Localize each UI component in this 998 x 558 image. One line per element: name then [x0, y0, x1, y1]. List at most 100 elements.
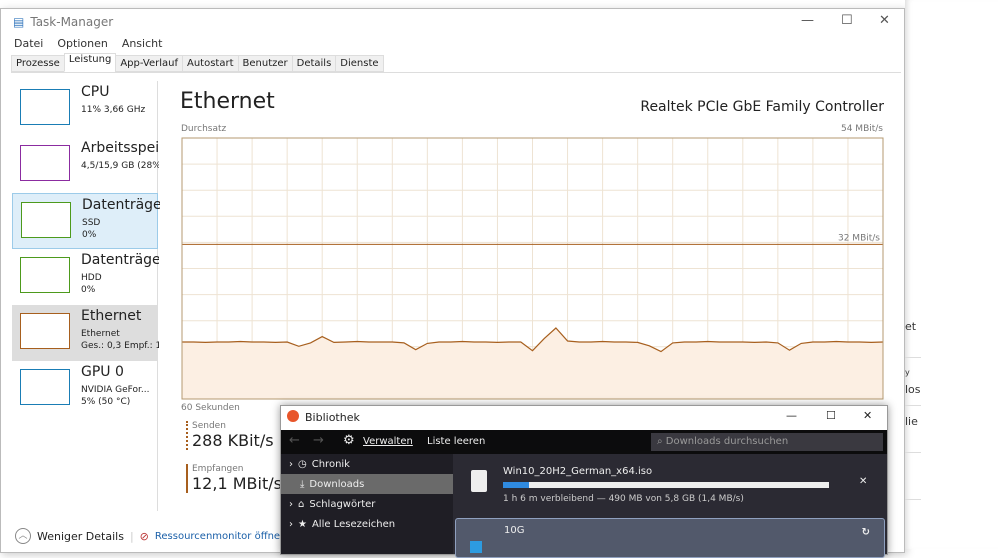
manage-button[interactable]: Verwalten	[363, 436, 413, 447]
y-max-label: 54 MBit/s	[840, 124, 883, 134]
sidebar-item-detail: SSD	[82, 218, 101, 228]
tab-prozesse[interactable]: Prozesse	[11, 55, 65, 72]
clear-list-button[interactable]: Liste leeren	[427, 436, 486, 447]
sidebar-item-value: Ges.: 0,3 Empf.: 12,1	[81, 341, 159, 351]
library-window: Bibliothek — ☐ ✕ ← → ⚙ Verwalten Liste l…	[280, 405, 888, 558]
sidebar-item-name: Ethernet	[81, 308, 142, 324]
nav-tags[interactable]: › ⌂ Schlagwörter	[289, 498, 376, 510]
sidebar-item-cpu[interactable]: CPU 11% 3,66 GHz	[12, 81, 158, 137]
sidebar-item-datentr-ger-0[interactable]: Datenträger 0 SSD 0%	[12, 193, 160, 249]
library-toolbar: ← → ⚙ Verwalten Liste leeren ⌕ Downloads…	[281, 430, 887, 454]
gear-icon: ⚙	[343, 433, 355, 448]
download-progress	[503, 482, 829, 488]
maximize-button[interactable]: ☐	[841, 13, 853, 28]
task-manager-window: ▤ Task-Manager — ☐ ✕ Datei Optionen Ansic…	[0, 8, 905, 553]
sidebar-item-detail: 4,5/15,9 GB (28%)	[81, 161, 159, 171]
background-text: et	[905, 320, 917, 333]
throughput-chart: 32 MBit/s	[181, 137, 884, 400]
tab-autostart[interactable]: Autostart	[181, 55, 239, 72]
nav-bookmarks[interactable]: › ★ Alle Lesezeichen	[289, 518, 396, 530]
footer: ︿ Weniger Details | ⊘ Ressourcenmonitor …	[15, 528, 286, 544]
receive-label: Empfangen	[192, 464, 244, 474]
library-nav: › ◷ Chronik ⤓ Downloads › ⌂ Schlagwörter › ★ Al…	[281, 454, 453, 554]
nav-downloads[interactable]: ⤓ Downloads	[281, 474, 453, 494]
firefox-icon	[287, 410, 299, 422]
sparkline	[20, 257, 70, 293]
search-input[interactable]: ⌕ Downloads durchsuchen	[651, 433, 883, 451]
menu-ansicht[interactable]: Ansicht	[121, 37, 163, 50]
sidebar-item-name: Arbeitsspeicher	[81, 140, 159, 156]
sidebar-item-datentr-ger-1[interactable]: Datenträger 1 HDD 0%	[12, 249, 159, 305]
throughput-area	[182, 328, 883, 399]
sidebar-item-ethernet[interactable]: Ethernet Ethernet Ges.: 0,3 Empf.: 12,1	[12, 305, 159, 361]
sparkline	[20, 89, 70, 125]
throughput-line	[182, 327, 884, 353]
tab-app-verlauf[interactable]: App-Verlauf	[115, 55, 183, 72]
forward-arrow-icon[interactable]: →	[313, 433, 324, 448]
library-title-bar: Bibliothek — ☐ ✕	[281, 406, 887, 430]
send-stat: Senden 288 KBit/s	[186, 421, 274, 450]
sidebar-item-gpu-0[interactable]: GPU 0 NVIDIA GeFor... 5% (50 °C)	[12, 361, 158, 417]
close-button[interactable]: ✕	[863, 409, 873, 422]
chart-title: Durchsatz	[181, 124, 227, 134]
downloads-list: Win10_20H2_German_x64.iso 1 h 6 m verble…	[453, 454, 887, 558]
tab-dienste[interactable]: Dienste	[335, 55, 384, 72]
sidebar-item-name: CPU	[81, 84, 110, 100]
task-manager-icon: ▤	[13, 15, 25, 29]
sidebar-item-name: Datenträger 1	[81, 252, 159, 268]
sidebar-item-value: 5% (50 °C)	[81, 397, 131, 407]
device-name: Realtek PCIe GbE Family Controller	[640, 99, 884, 115]
menu-datei[interactable]: Datei	[14, 37, 44, 50]
download-status: 1 h 6 m verbleibend — 490 MB von 5,8 GB …	[503, 494, 744, 504]
sparkline	[20, 369, 70, 405]
sidebar-item-arbeitsspeicher[interactable]: Arbeitsspeicher 4,5/15,9 GB (28%)	[12, 137, 159, 193]
menu-optionen[interactable]: Optionen	[57, 37, 108, 50]
receive-stat: Empfangen 12,1 MBit/s	[186, 464, 282, 493]
download-item[interactable]: Win10_20H2_German_x64.iso 1 h 6 m verble…	[453, 454, 887, 516]
receive-value: 12,1 MBit/s	[192, 474, 282, 493]
sidebar-item-detail: Ethernet	[81, 329, 120, 339]
sidebar-item-name: GPU 0	[81, 364, 124, 380]
sidebar-item-detail: HDD	[81, 273, 102, 283]
tab-bar: Prozesse Leistung App-Verlauf Autostart …	[11, 53, 901, 73]
tab-benutzer[interactable]: Benutzer	[237, 55, 293, 72]
fewer-details-button[interactable]: Weniger Details	[37, 529, 124, 543]
background-text: y	[905, 368, 910, 377]
back-arrow-icon[interactable]: ←	[289, 433, 300, 448]
minimize-button[interactable]: —	[801, 13, 814, 28]
title-bar: ▤ Task-Manager	[13, 15, 113, 29]
tag-icon: ⌂	[298, 498, 305, 510]
sparkline	[21, 202, 71, 238]
tab-details[interactable]: Details	[291, 55, 337, 72]
download-icon: ⤓	[300, 478, 305, 490]
nav-chronik[interactable]: › ◷ Chronik	[289, 458, 350, 470]
sidebar-item-value: 0%	[82, 230, 97, 240]
sparkline	[20, 145, 70, 181]
x-axis-label: 60 Sekunden	[181, 403, 240, 413]
resource-monitor-link[interactable]: Ressourcenmonitor öffnen	[154, 530, 287, 542]
download-name: Win10_20H2_German_x64.iso	[503, 466, 653, 477]
windows-icon	[470, 541, 482, 553]
background-text: los	[905, 383, 921, 396]
background-text: lie	[905, 415, 918, 428]
chevron-up-icon[interactable]: ︿	[15, 528, 31, 544]
send-label: Senden	[192, 421, 226, 431]
download-name: 10G	[504, 525, 525, 536]
minimize-button[interactable]: —	[786, 409, 797, 422]
background-window: et y los lie	[905, 0, 998, 549]
reference-line-label: 32 MBit/s	[838, 233, 880, 243]
cancel-download-button[interactable]: ✕	[859, 476, 868, 487]
window-title: Task-Manager	[30, 15, 114, 29]
search-placeholder: Downloads durchsuchen	[665, 436, 789, 447]
retry-icon[interactable]: ↻	[861, 527, 870, 538]
sidebar-item-detail: NVIDIA GeFor...	[81, 385, 150, 395]
maximize-button[interactable]: ☐	[826, 409, 836, 422]
menu-bar: Datei Optionen Ansicht	[14, 37, 162, 50]
resource-monitor-icon: ⊘	[139, 529, 149, 543]
send-value: 288 KBit/s	[192, 431, 274, 450]
sparkline	[20, 313, 70, 349]
close-button[interactable]: ✕	[879, 13, 890, 28]
tab-leistung[interactable]: Leistung	[63, 53, 117, 72]
download-item[interactable]: 10G ↻	[455, 518, 885, 558]
clock-icon: ◷	[298, 458, 307, 470]
